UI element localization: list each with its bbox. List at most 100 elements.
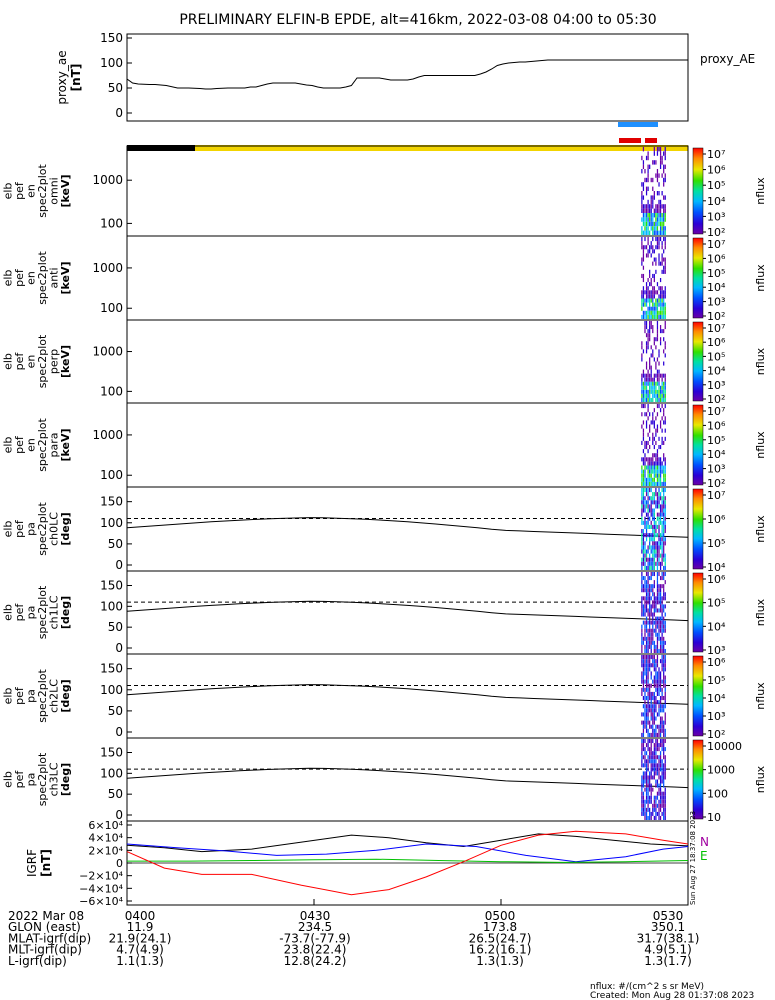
spectrogram-cell xyxy=(664,245,666,250)
spectrogram-cell xyxy=(650,612,652,617)
spectrogram-cell xyxy=(652,349,654,354)
spectrogram-cell xyxy=(645,743,648,748)
spectrogram-cell xyxy=(649,445,651,450)
spectrogram-cell xyxy=(661,329,663,334)
panel-ylabel-line: elb xyxy=(1,771,14,788)
spectrogram-cell xyxy=(649,588,651,593)
ytick-label: 50 xyxy=(108,787,123,801)
spectrogram-cell xyxy=(664,265,666,270)
spectrogram-cell xyxy=(659,237,662,242)
spectrogram-cell xyxy=(642,811,645,816)
spectrogram-cell xyxy=(663,520,665,525)
spectrogram-cell xyxy=(656,230,659,235)
panel-ylabel-line: [deg] xyxy=(59,512,72,545)
spectrogram-cell xyxy=(647,520,649,525)
spectrogram-cell xyxy=(644,763,646,768)
spectrogram-cell xyxy=(650,700,652,705)
spectrogram-cell xyxy=(641,691,643,696)
spectrogram-cell xyxy=(641,584,643,589)
spectrogram-cell xyxy=(664,436,666,441)
spectrogram-cell xyxy=(659,576,662,581)
spectrogram-cell xyxy=(653,357,655,362)
spectrogram-cell xyxy=(645,393,648,398)
spectrogram-cell xyxy=(659,424,662,429)
spectrogram-cell xyxy=(653,572,655,577)
spectrogram-cell xyxy=(664,416,666,421)
panel-ylabel: elbpefenspec2plotanti[keV] xyxy=(1,251,72,305)
spectrogram-cell xyxy=(650,345,652,350)
spectrogram-cell xyxy=(647,208,649,213)
spectrogram-cell xyxy=(641,199,643,205)
spectrogram-cell xyxy=(652,261,654,266)
spectrogram-cell xyxy=(641,795,643,800)
panel-frame xyxy=(126,737,689,822)
spectrogram-cell xyxy=(652,640,654,645)
spectrogram-cell xyxy=(642,561,645,566)
spectrogram-cell xyxy=(663,516,665,521)
spectrogram-cell xyxy=(663,791,665,796)
spectrogram-cell xyxy=(655,488,657,493)
spectrogram-cell xyxy=(650,644,652,649)
spectrogram-cell xyxy=(641,663,643,668)
spectrogram-cell xyxy=(652,177,654,183)
spectrogram-cell xyxy=(663,659,665,664)
spectrogram-cell xyxy=(663,557,665,562)
spectrogram-cell xyxy=(656,496,659,501)
spectrogram-cell xyxy=(649,616,651,621)
spectrogram-cell xyxy=(661,576,663,581)
panel-ylabel-line: pef xyxy=(13,352,26,371)
spectrogram-cell xyxy=(647,628,649,633)
spectrogram-cell xyxy=(664,321,666,326)
colorbar-label: 10³ xyxy=(707,710,725,723)
spectrogram-cell xyxy=(649,465,651,470)
panel-ylabel: elbpefenspec2plotomni[keV] xyxy=(1,164,72,218)
spectrogram-cell xyxy=(653,469,655,474)
ae-ytick-label: 100 xyxy=(100,56,123,70)
spectrogram-cell xyxy=(641,659,643,664)
spectrogram-cell xyxy=(647,151,649,156)
colorbar-label: 10⁵ xyxy=(707,537,725,550)
spectrogram-panel-ch3: 150100500elbpefpaspec2plotch3LC[deg]1000… xyxy=(1,737,767,824)
spectrogram-cell xyxy=(661,286,663,291)
spectrogram-cell xyxy=(655,345,657,350)
spectrogram-cell xyxy=(659,791,662,796)
spectrogram-cell xyxy=(647,504,649,509)
spectrogram-cell xyxy=(653,249,655,254)
spectrogram-cell xyxy=(647,612,649,617)
spectrogram-cell xyxy=(661,655,663,660)
panel-ylabel-line: en xyxy=(24,438,37,452)
spectrogram-cell xyxy=(652,632,654,637)
spectrogram-cell xyxy=(647,632,649,637)
ytick-label: 150 xyxy=(100,579,123,593)
spectrogram-cell xyxy=(653,496,655,501)
spectrogram-cell xyxy=(658,230,660,235)
spectrogram-cell xyxy=(642,213,645,218)
ytick-label: 1000 xyxy=(92,428,123,442)
spectrogram-cell xyxy=(647,230,649,235)
spectrogram-cell xyxy=(656,147,659,152)
spectrogram-cell xyxy=(658,561,660,566)
spectrogram-cell xyxy=(658,237,660,242)
spectrogram-cell xyxy=(659,779,662,784)
spectrogram-cell xyxy=(663,226,665,231)
spectrogram-cell xyxy=(663,529,665,534)
spectrogram-cell xyxy=(656,524,659,529)
spectrogram-cell xyxy=(663,588,665,593)
spectrogram-cell xyxy=(644,584,646,589)
spectrogram-cell xyxy=(650,799,652,804)
spectrogram-cell xyxy=(642,314,645,319)
spectrogram-cell xyxy=(664,516,666,521)
spectrogram-cell xyxy=(664,477,666,482)
spectrogram-cell xyxy=(650,545,652,550)
spectrogram-cell xyxy=(645,616,648,621)
spectrogram-cell xyxy=(645,659,648,664)
panel-ylabel-line: [deg] xyxy=(59,596,72,629)
spectrogram-cell xyxy=(658,724,660,729)
spectrogram-cell xyxy=(647,488,649,493)
spectrogram-cell xyxy=(655,385,657,390)
spectrogram-cell xyxy=(645,728,648,733)
spectrogram-cell xyxy=(645,377,648,382)
spectrogram-cell xyxy=(645,708,648,713)
spectrogram-cell xyxy=(649,624,651,629)
spectrogram-cell xyxy=(661,644,663,649)
